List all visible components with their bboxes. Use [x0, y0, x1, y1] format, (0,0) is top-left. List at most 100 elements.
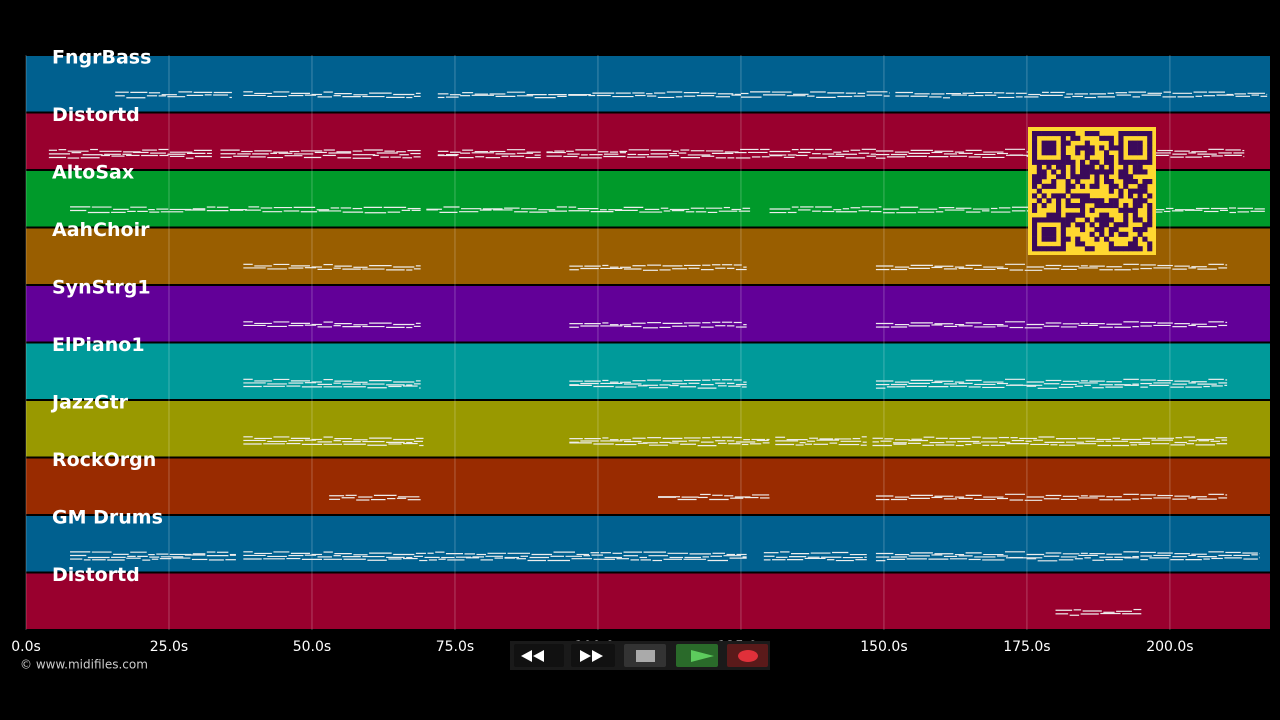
qr-module — [1108, 241, 1114, 247]
qr-module — [1041, 217, 1047, 223]
qr-module — [1128, 140, 1134, 146]
qr-module — [1046, 140, 1052, 146]
note-segment — [243, 91, 421, 99]
qr-module — [1108, 231, 1114, 237]
qr-module — [1080, 212, 1086, 218]
qr-module — [1041, 131, 1047, 137]
note-segment — [763, 551, 867, 562]
qr-module — [1051, 159, 1057, 165]
qr-module — [1128, 207, 1134, 213]
qr-module — [1094, 217, 1100, 223]
stop-icon — [636, 650, 655, 662]
qr-module — [1041, 183, 1047, 189]
qr-module — [1084, 217, 1090, 223]
qr-module — [1137, 145, 1143, 151]
qr-module — [1075, 150, 1081, 156]
qr-module — [1080, 207, 1086, 213]
qr-module — [1080, 174, 1086, 180]
track-name: FngrBass — [52, 47, 151, 69]
track-name: AltoSax — [52, 162, 134, 184]
qr-module — [1128, 241, 1134, 247]
qr-module — [1060, 131, 1066, 137]
qr-module — [1056, 217, 1062, 223]
qr-module — [1084, 174, 1090, 180]
qr-module — [1132, 150, 1138, 156]
rewind-icon — [521, 650, 544, 662]
qr-module — [1032, 145, 1038, 151]
qr-module — [1075, 236, 1081, 242]
note-segment — [872, 436, 1228, 447]
qr-module — [1056, 193, 1062, 199]
qr-module — [1113, 198, 1119, 204]
qr-module — [1036, 174, 1042, 180]
qr-module — [1032, 155, 1038, 161]
qr-module — [1147, 150, 1153, 156]
qr-module — [1080, 159, 1086, 165]
qr-module — [1128, 174, 1134, 180]
qr-module — [1056, 246, 1062, 252]
x-tick-label: 175.0s — [1003, 639, 1050, 655]
qr-module — [1056, 131, 1062, 137]
track-name: SynStrg1 — [52, 277, 151, 299]
qr-module — [1032, 135, 1038, 141]
qr-module — [1147, 217, 1153, 223]
qr-module — [1113, 246, 1119, 252]
qr-module — [1041, 140, 1047, 146]
qr-module — [1070, 135, 1076, 141]
qr-module — [1142, 179, 1148, 185]
qr-module — [1032, 231, 1038, 237]
qr-module — [1113, 227, 1119, 233]
qr-module — [1147, 140, 1153, 146]
qr-module — [1132, 227, 1138, 233]
qr-module — [1128, 193, 1134, 199]
qr-module — [1104, 179, 1110, 185]
note-segment — [875, 263, 1228, 271]
note-segment — [875, 378, 1228, 389]
qr-module — [1060, 140, 1066, 146]
x-tick-label: 150.0s — [860, 639, 907, 655]
qr-module — [1108, 183, 1114, 189]
qr-module — [1065, 155, 1071, 161]
qr-module — [1094, 236, 1100, 242]
qr-module — [1060, 227, 1066, 233]
qr-module — [1070, 131, 1076, 137]
qr-module — [1060, 222, 1066, 228]
qr-module — [1032, 207, 1038, 213]
qr-module — [1084, 164, 1090, 170]
qr-module — [1060, 193, 1066, 199]
note-segment — [70, 551, 236, 561]
qr-module — [1065, 159, 1071, 165]
note-segment — [569, 379, 747, 389]
qr-module — [1046, 212, 1052, 218]
qr-module — [1132, 236, 1138, 242]
qr-module — [1123, 217, 1129, 223]
qr-module — [1046, 183, 1052, 189]
qr-module — [1032, 140, 1038, 146]
qr-module — [1104, 150, 1110, 156]
qr-module — [1123, 131, 1129, 137]
x-tick-label: 25.0s — [150, 639, 188, 655]
note-segment — [48, 148, 212, 159]
qr-module — [1108, 135, 1114, 141]
qr-module — [1108, 155, 1114, 161]
qr-module — [1065, 179, 1071, 185]
qr-module — [1041, 231, 1047, 237]
qr-module — [1142, 227, 1148, 233]
track-name: RockOrgn — [52, 449, 156, 471]
qr-module — [1036, 169, 1042, 175]
qr-module — [1132, 140, 1138, 146]
qr-module — [1051, 169, 1057, 175]
qr-module — [1118, 169, 1124, 175]
note-segment — [769, 148, 876, 159]
qr-module — [1147, 193, 1153, 199]
qr-module — [1060, 217, 1066, 223]
qr-module — [1046, 131, 1052, 137]
qr-module — [1060, 246, 1066, 252]
qr-module — [1080, 169, 1086, 175]
qr-module — [1089, 222, 1095, 228]
note-segment — [243, 263, 421, 271]
qr-module — [1104, 222, 1110, 228]
qr-module — [1142, 236, 1148, 242]
qr-module — [1118, 135, 1124, 141]
qr-module — [1132, 198, 1138, 204]
